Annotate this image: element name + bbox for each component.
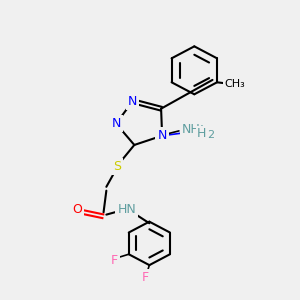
Text: F: F	[110, 254, 118, 266]
Text: O: O	[72, 203, 82, 216]
Text: N: N	[128, 95, 137, 108]
Text: S: S	[113, 160, 121, 173]
Text: N: N	[158, 129, 167, 142]
Text: N: N	[111, 117, 121, 130]
Text: H: H	[197, 127, 206, 140]
Text: F: F	[142, 272, 149, 284]
Text: HN: HN	[117, 203, 136, 216]
Text: CH₃: CH₃	[225, 79, 246, 89]
Text: NH: NH	[182, 123, 200, 136]
Text: 2: 2	[208, 130, 214, 140]
Text: NH: NH	[186, 124, 205, 137]
